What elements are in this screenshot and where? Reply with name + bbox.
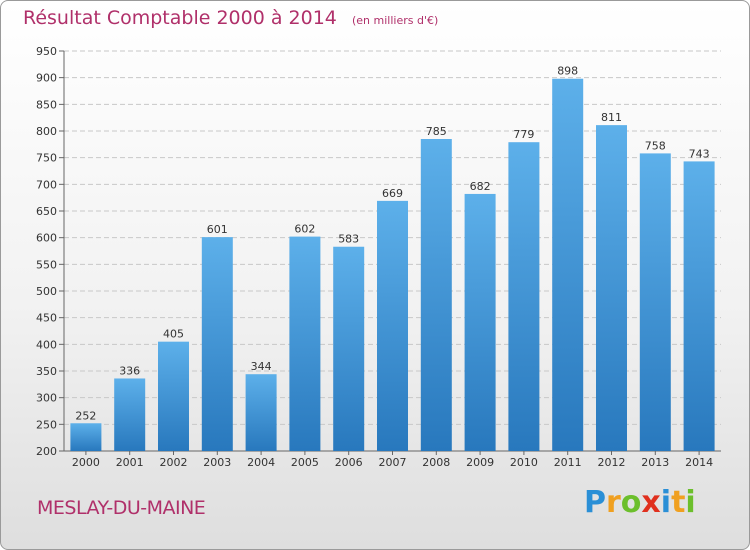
x-tick-label: 2006	[335, 456, 363, 469]
x-tick-label: 2008	[422, 456, 450, 469]
bar-value-label: 811	[601, 111, 622, 124]
bar	[245, 374, 277, 451]
y-tick-label: 500	[36, 285, 57, 298]
logo-letter: r	[606, 485, 621, 520]
bar	[333, 246, 365, 451]
bar-value-label: 743	[689, 147, 710, 160]
y-tick-label: 850	[36, 98, 57, 111]
bar	[158, 341, 189, 451]
bar-value-label: 779	[513, 128, 534, 141]
y-tick-label: 900	[36, 72, 57, 85]
bar-value-label: 405	[163, 328, 184, 341]
y-tick-label: 550	[36, 258, 57, 271]
bar	[201, 237, 233, 451]
bar	[464, 193, 496, 451]
bar-value-label: 601	[207, 223, 228, 236]
bar-value-label: 252	[75, 409, 96, 422]
y-tick-label: 300	[36, 392, 57, 405]
x-tick-label: 2012	[598, 456, 626, 469]
axes: 200 250 300 350 400 450 500 550 600 650 700 750 800 8…	[36, 45, 721, 469]
x-tick-label: 2005	[291, 456, 319, 469]
logo-letter: o	[620, 485, 642, 520]
logo-letter: t	[671, 485, 686, 520]
bar-value-label: 583	[338, 233, 359, 246]
x-tick-label: 2009	[466, 456, 494, 469]
bar-value-label: 758	[645, 139, 666, 152]
place-name: MESLAY-DU-MAINE	[37, 497, 206, 519]
logo-letter: i	[685, 485, 696, 520]
y-tick-label: 350	[36, 365, 57, 378]
chart-title: Résultat Comptable 2000 à 2014	[23, 7, 337, 29]
bar	[289, 236, 321, 451]
x-tick-label: 2004	[247, 456, 275, 469]
bar	[552, 78, 584, 451]
x-tick-label: 2000	[72, 456, 100, 469]
x-tick-label: 2014	[685, 456, 713, 469]
y-tick-label: 800	[36, 125, 57, 138]
x-tick-label: 2007	[379, 456, 407, 469]
bar	[70, 423, 102, 451]
x-tick-label: 2011	[554, 456, 582, 469]
logo-letter: x	[641, 485, 661, 520]
y-tick-label: 250	[36, 418, 57, 431]
x-tick-label: 2003	[203, 456, 231, 469]
bar-value-label: 669	[382, 187, 403, 200]
labels: 252 336 405 601 344 602 583 669 785 682 779 898 811 7…	[75, 65, 709, 423]
bar	[683, 161, 715, 451]
bar-value-label: 344	[251, 360, 272, 373]
chart-header: Résultat Comptable 2000 à 2014 (en milli…	[23, 7, 438, 29]
bars	[70, 78, 715, 451]
y-tick-label: 950	[36, 45, 57, 58]
y-tick-label: 600	[36, 232, 57, 245]
y-tick-label: 650	[36, 205, 57, 218]
logo-letter: P	[584, 485, 606, 520]
y-tick-label: 450	[36, 312, 57, 325]
x-tick-label: 2001	[116, 456, 144, 469]
logo-letter: i	[660, 485, 672, 520]
bar	[639, 153, 671, 451]
x-tick-label: 2013	[641, 456, 669, 469]
bar-value-label: 898	[557, 65, 578, 78]
bar	[508, 142, 540, 451]
bar-value-label: 602	[294, 223, 315, 236]
y-tick-label: 700	[36, 178, 57, 191]
y-tick-label: 750	[36, 152, 57, 165]
bar	[420, 139, 452, 451]
proxiti-logo: Proxiti	[584, 485, 696, 520]
bar-value-label: 682	[470, 180, 491, 193]
x-tick-label: 2002	[160, 456, 188, 469]
bar	[377, 200, 408, 451]
x-tick-label: 2010	[510, 456, 538, 469]
bar	[114, 378, 146, 451]
bar-value-label: 336	[119, 364, 140, 377]
y-tick-label: 400	[36, 338, 57, 351]
y-tick-label: 200	[36, 445, 57, 458]
bar	[596, 125, 627, 451]
bar-value-label: 785	[426, 125, 447, 138]
chart-subtitle: (en milliers d'€)	[351, 14, 439, 27]
